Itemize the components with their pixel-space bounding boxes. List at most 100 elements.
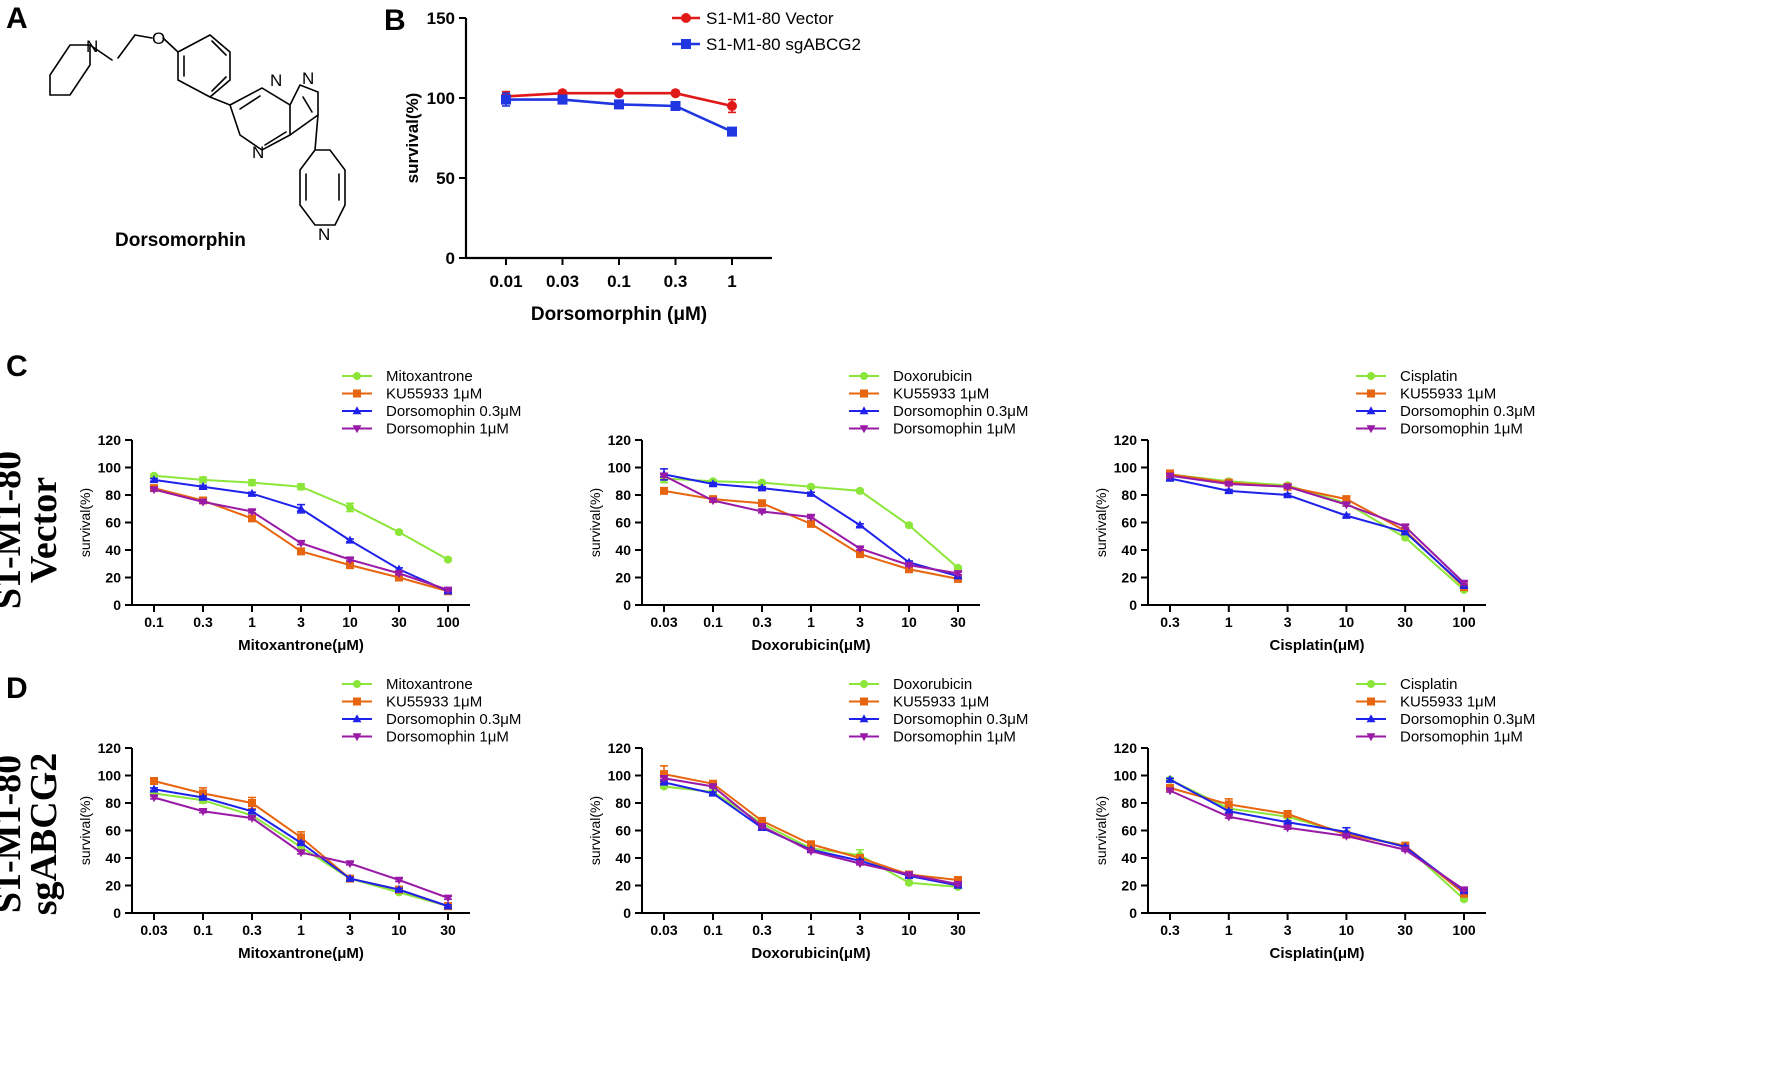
data-point [297,482,305,491]
data-point [1165,774,1175,783]
series-line [1169,789,1465,891]
data-point [1165,472,1175,481]
data-point [708,497,718,506]
legend-marker [353,680,361,688]
x-axis-label: Doxorubicin(μM) [751,637,870,654]
y-tick-label-2: 40 [1121,542,1137,558]
legend-label-2: Dorsomophin 0.3μM [1400,403,1535,420]
legend-label-1: KU55933 1μM [1400,694,1496,711]
legend-marker [1367,372,1375,380]
data-point [708,479,718,488]
chart-C3: 0 20 40 60 80 100 120 0.3 1 3 10 30 100 Cisplatin(μM)… [1093,368,1535,654]
series-line [663,777,959,886]
x-tick-label-5: 100 [1452,922,1476,938]
panel-label-a: A [6,2,28,35]
legend-label-0: Cisplatin [1400,676,1458,693]
data-point [856,550,864,559]
data-point [953,570,963,579]
legend-label-2: Dorsomophin 0.3μM [386,403,521,420]
series-0 [1166,470,1468,594]
y-tick-label-6: 120 [608,432,632,448]
x-tick-label-3: 1 [807,922,815,938]
data-point [296,503,306,512]
data-point [1342,832,1351,841]
x-tick-label-3: 10 [1339,614,1355,630]
y-tick-label-4: 80 [615,795,631,811]
data-point [1283,824,1292,833]
y-tick-label-3: 60 [105,822,121,838]
data-point [905,878,913,887]
data-point [1342,510,1351,519]
x-axis-label: Cisplatin(μM) [1269,945,1364,962]
x-tick-label-3: 1 [297,922,305,938]
data-point [758,816,766,825]
data-point [807,840,815,849]
y-tick-label-5: 100 [98,767,122,783]
data-point [954,563,962,572]
data-point [345,873,355,882]
data-point [855,860,865,869]
legend-label-1: KU55933 1μM [893,386,989,403]
piperidine-ring [49,44,91,96]
y-tick-label-1: 20 [105,877,121,893]
y-tick-label-0: 0 [446,249,455,268]
legend-label-0: Cisplatin [1400,368,1458,385]
series-3 [659,775,963,889]
data-point [708,783,718,792]
legend-marker [1367,697,1375,706]
legend-label-0: Mitoxantrone [386,368,473,385]
series-2 [659,777,963,889]
series-line [1169,474,1465,584]
data-point [855,520,865,529]
y-tick-label-3: 60 [615,822,631,838]
x-tick-label-1: 0.1 [703,922,723,938]
y-tick-label-3: 150 [427,9,455,28]
y-tick-label-2: 100 [427,89,455,108]
data-point [1459,579,1469,588]
y-tick-label-2: 40 [105,850,121,866]
series-2 [149,784,453,910]
data-point [443,894,453,903]
x-axis-label: Dorsomorphin (μM) [531,304,707,325]
y-tick-label-5: 100 [608,767,632,783]
series-2 [1165,473,1469,589]
series-line [663,785,959,888]
data-point [346,503,354,512]
legend-marker [352,425,362,434]
data-point [149,475,159,484]
data-point [757,508,767,517]
x-tick-label-1: 1 [1225,614,1233,630]
x-axis-label: Cisplatin(μM) [1269,637,1364,654]
pyrazole-ring [289,83,319,136]
y-axis-label: survival(%) [77,488,93,557]
y-tick-label-1: 20 [1121,877,1137,893]
data-point [1224,813,1234,822]
y-axis-label: survival(%) [1093,488,1109,557]
data-point [856,486,864,495]
data-point [904,871,914,880]
x-tick-label-6: 30 [440,922,456,938]
legend-marker [860,372,868,380]
series-line [663,773,959,881]
chart-C1: 0 20 40 60 80 100 120 0.1 0.3 1 3 10 30 100 Mitoxantro… [77,368,521,654]
y-tick-label-2: 40 [615,850,631,866]
y-tick-label-0: 0 [1129,905,1137,921]
atom-o: O [152,29,165,48]
x-tick-label-2: 0.1 [607,272,631,291]
panel-label-d: D [6,672,28,705]
chart-D3: 0 20 40 60 80 100 120 0.3 1 3 10 30 100 Cisplatin(μM)… [1093,676,1535,962]
y-tick-label-2: 40 [615,542,631,558]
x-tick-label-1: 0.3 [193,614,213,630]
data-point [394,876,404,885]
data-point [444,555,452,564]
legend-marker [1367,389,1375,398]
y-tick-label-3: 60 [1121,514,1137,530]
x-tick-label-4: 3 [856,614,864,630]
data-point [659,472,669,481]
data-point [248,799,256,807]
x-tick-label-2: 0.3 [752,922,772,938]
y-tick-label-0: 0 [623,597,631,613]
data-point [757,483,767,492]
x-tick-label-1: 0.1 [193,922,213,938]
